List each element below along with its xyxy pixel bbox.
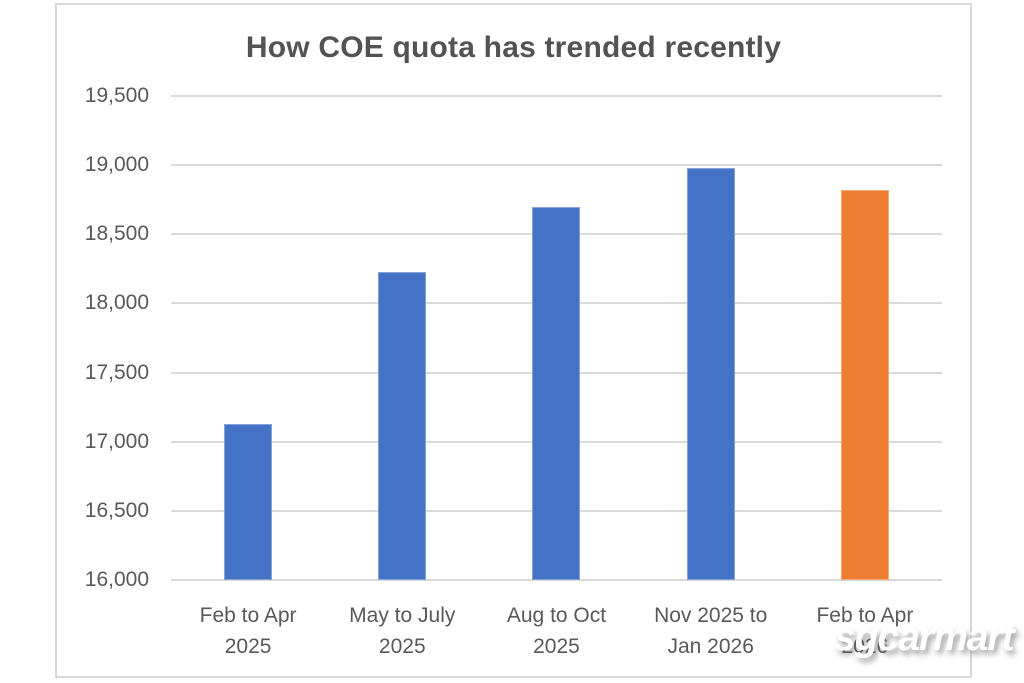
x-tick-label: Feb to Apr 2025 <box>171 580 325 662</box>
plot-area <box>171 95 942 581</box>
bar <box>378 271 427 580</box>
chart-frame: How COE quota has trended recently 19,50… <box>55 3 972 678</box>
x-tick-label: May to July 2025 <box>325 580 479 662</box>
x-tick-label: Feb to Apr 2026 <box>788 580 942 662</box>
bar <box>686 167 735 580</box>
y-tick-label: 16,500 <box>84 498 149 522</box>
y-tick-label: 19,000 <box>84 153 149 177</box>
bar <box>840 190 889 580</box>
x-tick-label-line: Aug to Oct <box>506 604 607 627</box>
bar <box>224 423 273 580</box>
bar-slot <box>479 96 633 580</box>
x-tick-label: Nov 2025 to Jan 2026 <box>634 580 788 662</box>
x-tick-label-line: May to July <box>349 604 456 627</box>
y-axis: 19,500 19,000 18,500 18,000 17,500 17,000 16,5… <box>57 84 149 591</box>
y-tick-label: 18,500 <box>84 222 149 246</box>
bar <box>532 206 581 580</box>
y-tick-label: 19,500 <box>84 84 149 107</box>
x-tick-label-line: 2025 <box>224 635 272 658</box>
x-tick-label-line: Nov 2025 to <box>654 604 768 627</box>
bar-slot <box>171 96 325 580</box>
bar-slot <box>325 96 479 580</box>
y-tick-label: 17,500 <box>84 360 149 384</box>
gridline <box>171 164 942 167</box>
bar-slot <box>788 96 942 580</box>
y-tick-label: 17,000 <box>84 429 149 453</box>
x-tick-label-line: Feb to Apr <box>816 604 914 627</box>
y-tick-label: 18,000 <box>84 291 149 315</box>
chart-title: How COE quota has trended recently <box>245 31 782 64</box>
x-tick-label-line: Feb to Apr <box>199 604 297 627</box>
x-tick-label-line: 2025 <box>378 635 426 658</box>
gridline <box>171 95 942 97</box>
x-tick-label-line: Jan 2026 <box>667 635 754 658</box>
x-tick-label-line: 2026 <box>841 635 889 658</box>
bar-slot <box>634 96 788 580</box>
gridline <box>171 579 942 581</box>
sgcarmart-watermark: sgcarmart <box>834 616 1015 659</box>
x-tick-label-line: 2025 <box>533 635 580 658</box>
y-tick-label: 16,000 <box>84 568 149 591</box>
x-tick-label: Aug to Oct 2025 <box>479 580 633 662</box>
